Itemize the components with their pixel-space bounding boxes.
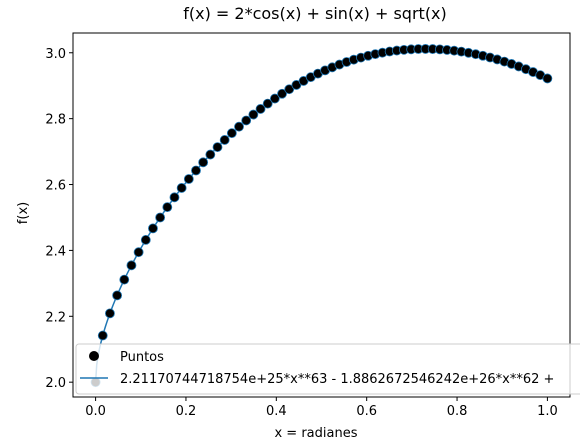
data-point xyxy=(126,260,137,271)
data-point xyxy=(198,157,209,168)
data-point xyxy=(133,247,144,258)
data-point xyxy=(155,212,166,223)
data-point xyxy=(191,165,201,176)
y-axis-label: f(x) xyxy=(16,202,31,224)
axes-frame xyxy=(72,32,571,398)
data-point xyxy=(277,88,287,99)
x-tick-label: 0.0 xyxy=(85,404,106,419)
x-tick-label: 0.2 xyxy=(176,404,197,419)
data-point xyxy=(140,235,151,245)
legend-box xyxy=(75,343,580,395)
data-point xyxy=(248,109,259,120)
y-tick-label: 3.0 xyxy=(45,47,66,62)
y-tick-label: 2.8 xyxy=(45,113,66,128)
data-point xyxy=(205,149,216,160)
data-point xyxy=(542,73,553,84)
data-points-layer xyxy=(90,44,553,388)
x-axis-ticks: 0.0 0.2 0.4 0.6 0.8 1.0 xyxy=(85,397,558,419)
chart-title: f(x) = 2*cos(x) + sin(x) + sqrt(x) xyxy=(183,4,447,23)
legend-label-line: 2.21170744718754e+25*x**63 - 1.886267254… xyxy=(120,372,554,387)
legend-marker-points xyxy=(89,351,99,361)
y-tick-label: 2.4 xyxy=(45,244,66,259)
x-axis-label: x = radianes xyxy=(274,426,357,441)
data-point xyxy=(284,84,295,95)
y-tick-label: 2.2 xyxy=(45,310,66,325)
y-tick-label: 2.6 xyxy=(45,179,66,194)
data-point xyxy=(176,183,187,193)
data-point xyxy=(169,192,180,203)
data-point xyxy=(183,174,194,184)
data-point xyxy=(262,98,273,109)
x-tick-label: 0.6 xyxy=(356,404,377,419)
data-point xyxy=(97,330,108,341)
legend: Puntos 2.21170744718754e+25*x**63 - 1.88… xyxy=(75,343,580,395)
plot-area xyxy=(90,44,553,388)
y-axis-ticks: 2.0 2.2 2.4 2.6 2.8 3.0 xyxy=(45,47,73,391)
data-point xyxy=(119,274,130,285)
data-point xyxy=(226,128,237,139)
x-tick-label: 0.4 xyxy=(266,404,287,419)
data-point xyxy=(219,135,230,145)
data-point xyxy=(269,93,280,104)
data-point xyxy=(162,202,173,213)
data-point xyxy=(212,142,223,152)
data-point xyxy=(234,121,244,132)
y-tick-label: 2.0 xyxy=(45,376,66,391)
data-point xyxy=(255,104,266,114)
legend-label-points: Puntos xyxy=(120,350,164,365)
data-point xyxy=(148,223,158,234)
x-tick-label: 0.8 xyxy=(447,404,468,419)
data-point xyxy=(241,115,252,126)
x-tick-label: 1.0 xyxy=(537,404,558,419)
data-point xyxy=(105,308,115,319)
data-point xyxy=(112,290,123,301)
